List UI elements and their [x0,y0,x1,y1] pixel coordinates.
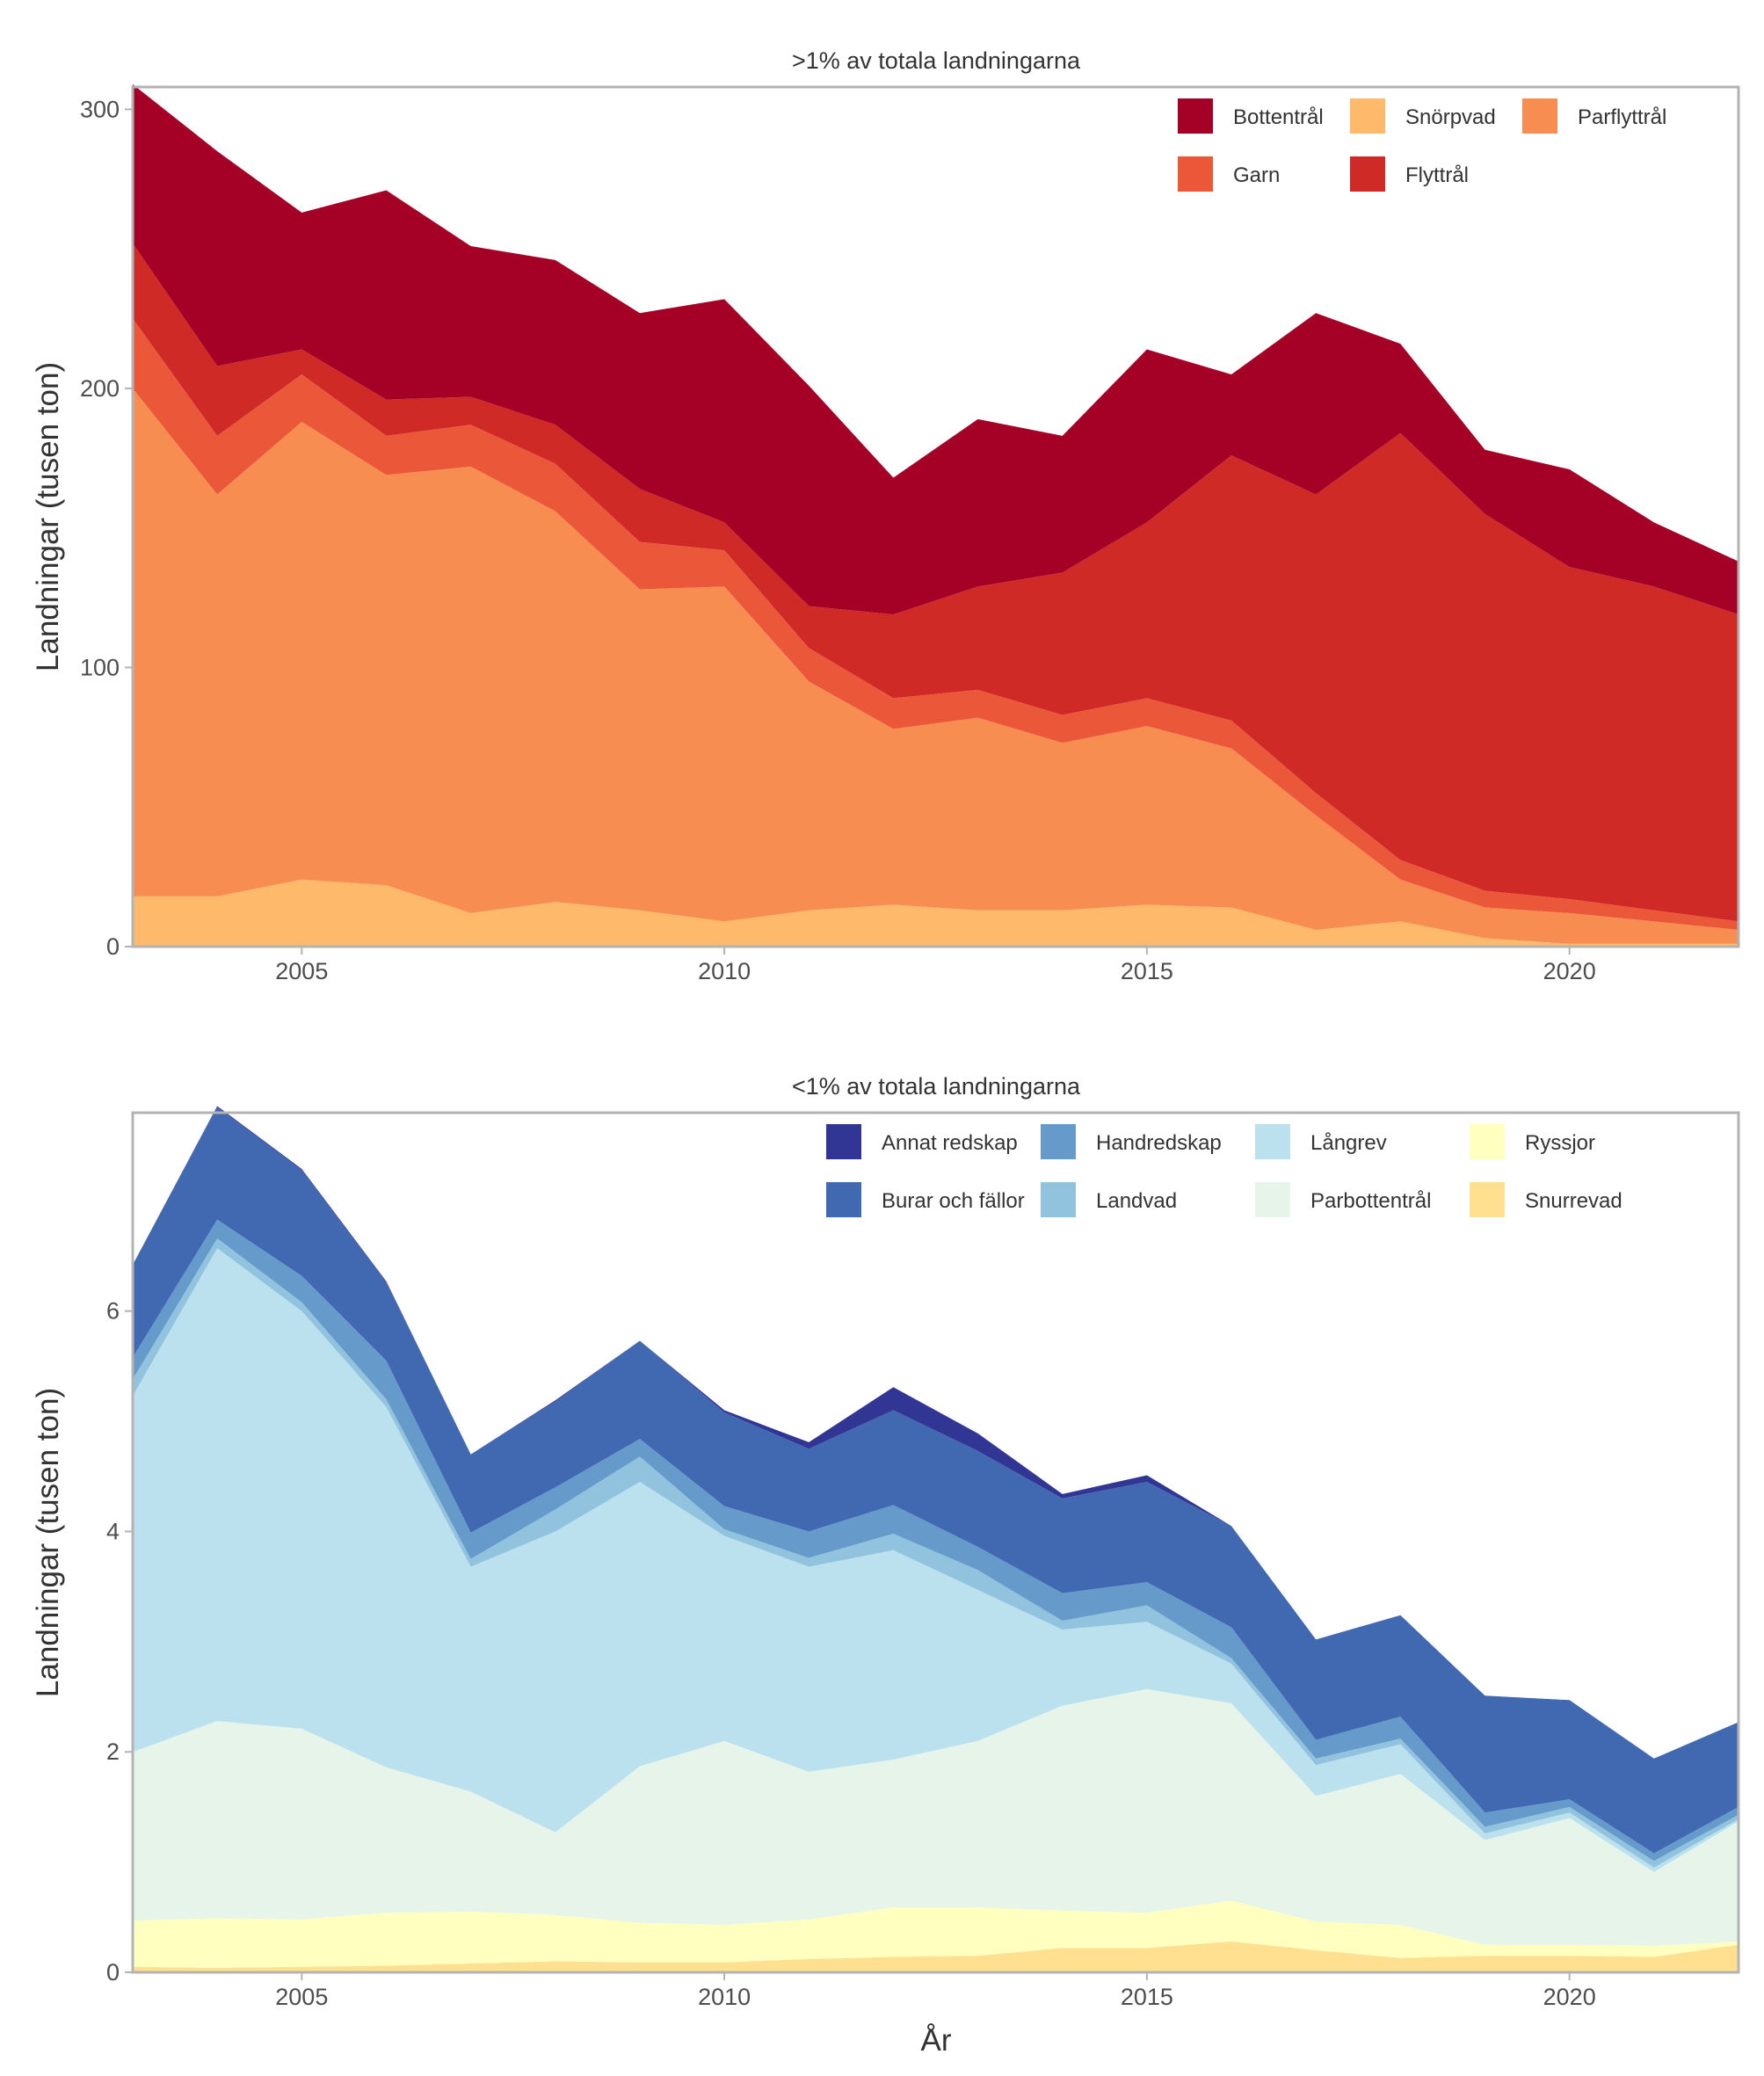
x-tick-label: 2020 [1543,958,1596,984]
legend-label: Parflyttrål [1578,105,1666,129]
legend-key [1255,1124,1290,1159]
area-bottentral [133,83,1739,615]
x-tick-label: 2010 [698,958,751,984]
y-tick-label: 0 [106,933,120,960]
panel-title-top: >1% av totala landningarna [792,47,1081,74]
panel-border-top [131,85,1740,948]
y-tick-label: 100 [80,654,120,680]
legend-item-landvad: Landvad [1041,1182,1177,1217]
panel-bottom: <1% av totala landningarna 2005 2010 2015 2… [31,1073,1740,2010]
legend-key [1178,98,1213,134]
legend-key [1178,156,1213,192]
areas-top [133,83,1739,947]
panel-top: >1% av totala landningarna 2005 2010 2015 2… [31,47,1740,984]
panel-border-bottom [131,1111,1740,1974]
legend-key [1522,98,1557,134]
legend-key [1255,1182,1290,1217]
area-parflyttral [133,388,1739,944]
legend-label: Ryssjor [1525,1131,1595,1155]
legend-item-burar-och-fallor: Burar och fällor [826,1182,1025,1217]
legend-label: Landvad [1096,1189,1177,1213]
legend-label: Långrev [1310,1131,1387,1155]
legend-item-langrev: Långrev [1255,1124,1387,1159]
legend-item-garn: Garn [1178,156,1280,192]
y-tick-label: 6 [106,1298,120,1325]
x-tick-label: 2005 [275,958,328,984]
y-axis-title-bottom: Landningar (tusen ton) [31,1388,65,1697]
legend-item-snorpvad: Snörpvad [1350,98,1496,134]
legend-label: Garn [1233,163,1280,187]
legend-label: Bottentrål [1233,105,1324,129]
legend-label: Parbottentrål [1310,1189,1431,1213]
legend-label: Annat redskap [882,1131,1018,1155]
y-tick-label: 200 [80,375,120,402]
legend-item-bottentral: Bottentrål [1178,98,1324,134]
x-tick-label: 2005 [275,1984,328,2010]
y-axis-title-top: Landningar (tusen ton) [31,362,65,671]
x-axis-bottom: 2005 2010 2015 2020 [275,1973,1596,2010]
y-tick-label: 2 [106,1738,120,1765]
area-burar-och-fallor [133,1107,1739,1854]
x-tick-label: 2015 [1121,1984,1173,2010]
y-axis-top: 0 100 200 300 [80,96,132,960]
legend-item-parbottentral: Parbottentrål [1255,1182,1431,1217]
legend-item-annat-redskap: Annat redskap [826,1124,1018,1159]
x-tick-label: 2010 [698,1984,751,2010]
y-axis-bottom: 0 2 4 6 [106,1298,132,1985]
legend-key [1041,1182,1076,1217]
legend-key [1041,1124,1076,1159]
panel-title-bottom: <1% av totala landningarna [792,1073,1081,1100]
x-tick-label: 2015 [1121,958,1173,984]
area-landvad [133,1238,1739,1868]
x-axis-title: År [921,2023,952,2058]
area-flyttral [133,243,1739,922]
legend-key [826,1182,861,1217]
legend-key [1350,156,1385,192]
legend-top: Bottentrål Garn Snörpvad Flyttrål Parflyttrå… [1178,98,1666,192]
legend-item-snurrevad: Snurrevad [1470,1182,1622,1217]
area-ryssjor [133,1900,1739,1968]
legend-item-ryssjor: Ryssjor [1470,1124,1595,1159]
area-garn [133,318,1739,930]
legend-item-handredskap: Handredskap [1041,1124,1222,1159]
legend-label: Flyttrål [1405,163,1469,187]
area-snurrevad [133,1941,1739,1972]
legend-key [1470,1182,1505,1217]
x-axis-top: 2005 2010 2015 2020 [275,947,1596,984]
legend-item-parflyttral: Parflyttrål [1522,98,1666,134]
area-handredskap [133,1219,1739,1862]
y-tick-label: 300 [80,96,120,122]
area-snorpvad [133,879,1739,947]
legend-label: Burar och fällor [882,1189,1025,1213]
area-langrev [133,1248,1739,1872]
legend-item-flyttral: Flyttrål [1350,156,1469,192]
x-tick-label: 2020 [1543,1984,1596,2010]
y-tick-label: 0 [106,1959,120,1985]
areas-bottom [133,1106,1739,1972]
y-tick-label: 4 [106,1518,120,1544]
area-parbottentral [133,1688,1739,1946]
legend-bottom: Annat redskap Burar och fällor Handredskap… [826,1124,1622,1217]
legend-label: Snörpvad [1405,105,1496,129]
legend-label: Handredskap [1096,1131,1222,1155]
legend-key [1470,1124,1505,1159]
legend-key [826,1124,861,1159]
legend-key [1350,98,1385,134]
legend-label: Snurrevad [1525,1189,1622,1213]
